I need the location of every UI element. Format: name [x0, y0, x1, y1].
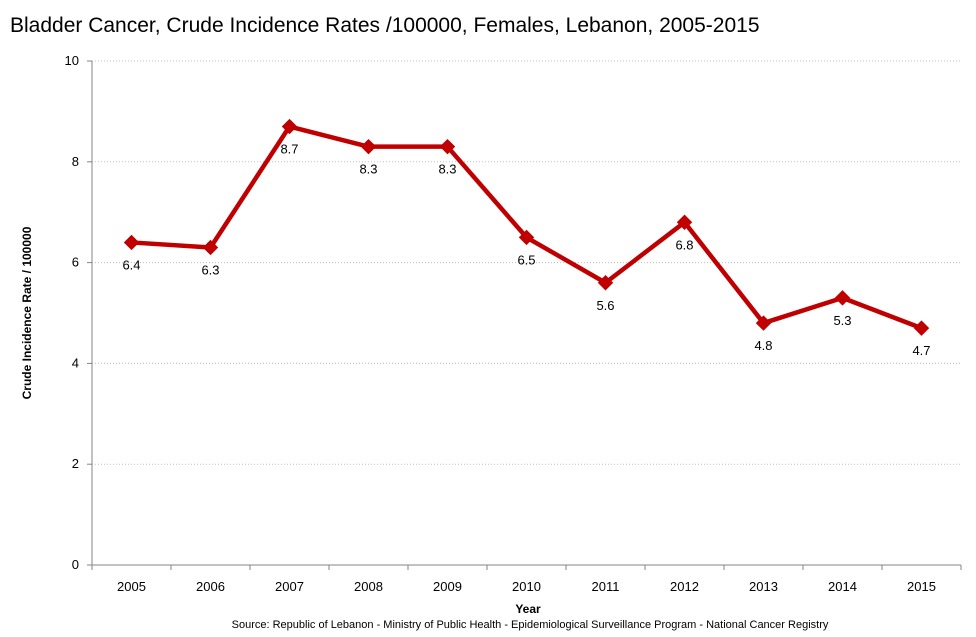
- series-line-group: [129, 124, 924, 331]
- data-label-2006: 6.3: [201, 262, 219, 277]
- data-label-2007: 8.7: [280, 142, 298, 157]
- axes: [87, 60, 962, 570]
- source-note: Source: Republic of Lebanon - Ministry o…: [231, 619, 829, 631]
- x-tick-label-2009: 2009: [433, 579, 462, 594]
- data-label-2008: 8.3: [359, 162, 377, 177]
- data-label-2015: 4.7: [912, 343, 930, 358]
- data-label-2009: 8.3: [438, 162, 456, 177]
- x-axis-title: Year: [515, 602, 541, 616]
- x-tick-label-2012: 2012: [670, 579, 699, 594]
- x-tick-label-2006: 2006: [196, 579, 225, 594]
- data-point-2005: [123, 234, 140, 251]
- data-point-2006: [202, 239, 219, 256]
- x-tick-label-2011: 2011: [592, 579, 620, 594]
- data-label-2010: 6.5: [517, 252, 535, 267]
- y-tick-label-2: 2: [72, 456, 79, 471]
- x-tick-label-2010: 2010: [512, 579, 541, 594]
- y-tick-label-8: 8: [72, 154, 79, 169]
- y-tick-labels: 0 2 4 6 8 10: [65, 53, 79, 572]
- data-label-2005: 6.4: [122, 257, 140, 272]
- x-tick-label-2007: 2007: [275, 579, 304, 594]
- series-line: [129, 124, 924, 331]
- data-point-2007: [281, 118, 298, 135]
- x-tick-label-2015: 2015: [907, 579, 936, 594]
- x-tick-labels: 2005 2006 2007 2008 2009 2010 2011 2012 2013 2014…: [117, 579, 936, 594]
- y-tick-label-10: 10: [65, 53, 79, 68]
- x-tick-label-2008: 2008: [354, 579, 383, 594]
- x-tick-label-2005: 2005: [117, 579, 146, 594]
- y-tick-label-4: 4: [72, 355, 79, 370]
- data-point-2011: [597, 275, 614, 291]
- y-tick-label-0: 0: [72, 557, 79, 572]
- data-label-2014: 5.3: [833, 313, 851, 328]
- x-tick-label-2013: 2013: [749, 579, 778, 594]
- data-point-2009: [439, 138, 456, 155]
- y-axis-title: Crude Incidence Rate / 100000: [20, 226, 34, 399]
- data-markers: [123, 118, 930, 336]
- chart-title: Bladder Cancer, Crude Incidence Rates /1…: [10, 14, 760, 37]
- data-point-2010: [518, 229, 535, 246]
- data-point-2014: [834, 290, 851, 306]
- data-point-2013: [755, 315, 772, 331]
- data-point-2012: [676, 214, 693, 230]
- data-labels: 6.4 6.3 8.7 8.3 8.3 6.5 5.6 6.8 4.8 5.3 4.7: [122, 142, 930, 359]
- y-tick-label-6: 6: [72, 255, 79, 270]
- x-tick-label-2014: 2014: [828, 579, 857, 594]
- data-label-2012: 6.8: [675, 237, 693, 252]
- data-point-2008: [360, 138, 377, 155]
- data-point-2015: [913, 320, 930, 336]
- data-label-2013: 4.8: [754, 338, 772, 353]
- data-label-2011: 5.6: [596, 298, 614, 313]
- gridlines: [92, 60, 961, 465]
